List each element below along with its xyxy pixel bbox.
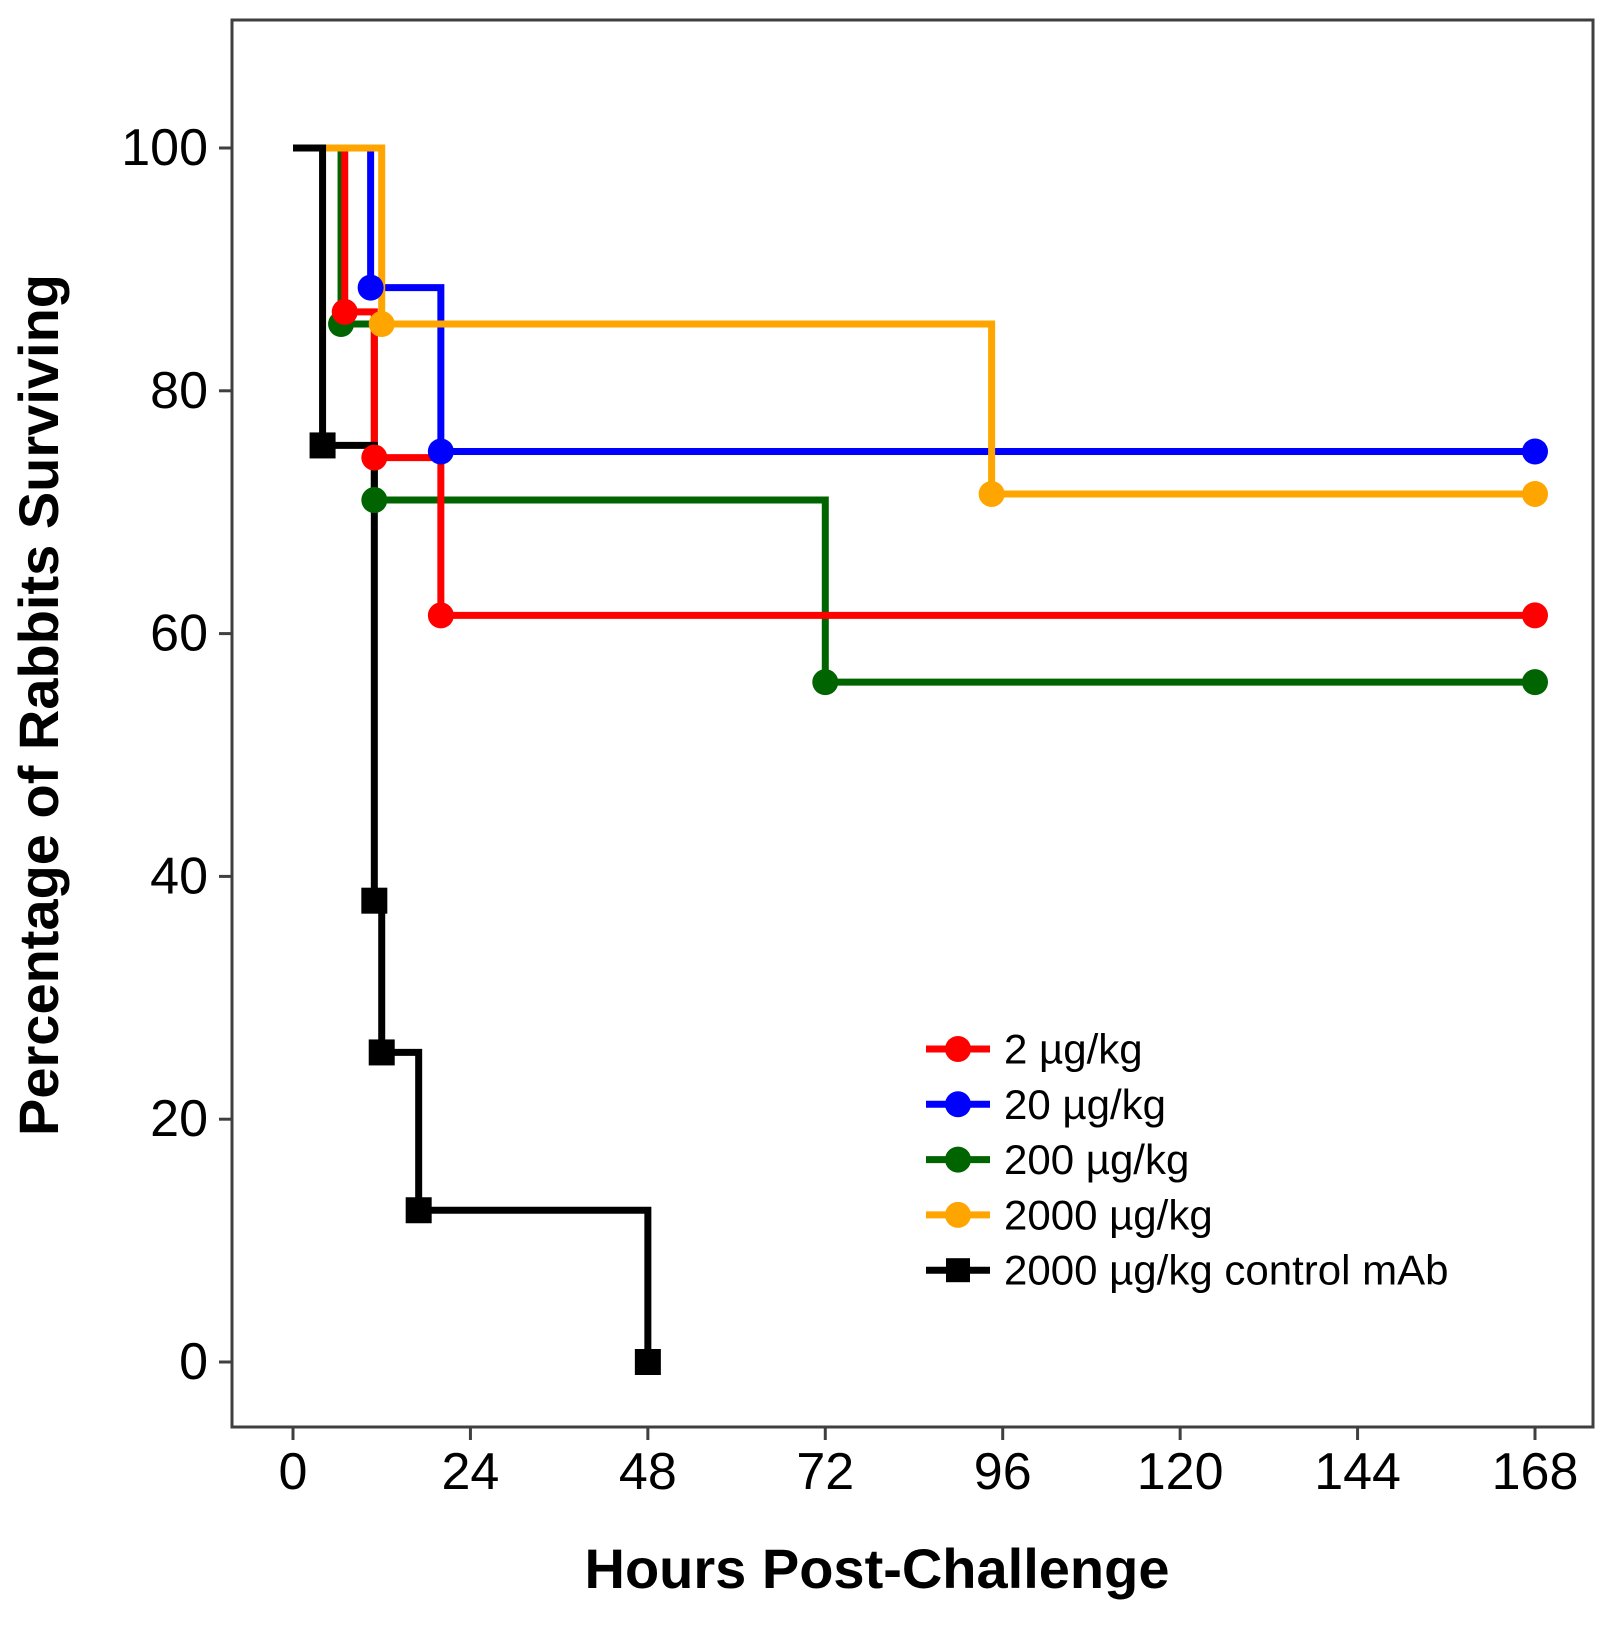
series-markers bbox=[309, 274, 1548, 1375]
legend-item: 2000 µg/kg bbox=[926, 1191, 1213, 1238]
y-tick-label: 80 bbox=[150, 362, 208, 420]
series-line-1 bbox=[293, 144, 1535, 455]
marker-circle-series-2 bbox=[1522, 669, 1548, 696]
marker-square-series-4 bbox=[405, 1197, 432, 1224]
legend-item: 20 µg/kg bbox=[926, 1081, 1166, 1128]
x-tick-label: 72 bbox=[796, 1443, 854, 1501]
legend-item: 200 µg/kg bbox=[926, 1136, 1189, 1183]
y-tick-label: 40 bbox=[150, 847, 208, 905]
marker-circle-series-3 bbox=[1522, 480, 1548, 507]
x-axis-title: Hours Post-Challenge bbox=[585, 1537, 1170, 1600]
legend-item: 2000 µg/kg control mAb bbox=[926, 1247, 1448, 1294]
marker-square-series-4 bbox=[368, 1039, 395, 1066]
series-line-0 bbox=[293, 144, 1535, 619]
marker-square-series-4 bbox=[634, 1349, 661, 1375]
x-tick-label: 120 bbox=[1137, 1443, 1224, 1501]
y-axis-title: Percentage of Rabbits Surviving bbox=[7, 274, 70, 1136]
legend: 2 µg/kg 20 µg/kg 200 µg/kg 2000 µg/kg 2000 µ… bbox=[926, 1026, 1448, 1294]
marker-circle-series-0 bbox=[361, 444, 388, 471]
marker-circle-series-1 bbox=[427, 438, 454, 465]
legend-label: 2000 µg/kg bbox=[1004, 1191, 1213, 1238]
legend-square-marker-icon bbox=[946, 1258, 970, 1283]
x-axis-ticks: 0 24 48 72 96 120 144 168 bbox=[279, 1427, 1579, 1501]
marker-circle-series-0 bbox=[331, 298, 358, 325]
legend-circle-marker-icon bbox=[945, 1036, 971, 1062]
marker-circle-series-2 bbox=[812, 669, 839, 696]
legend-label: 2000 µg/kg control mAb bbox=[1004, 1247, 1448, 1294]
x-tick-label: 48 bbox=[619, 1443, 677, 1501]
series-line-3 bbox=[293, 144, 1535, 498]
x-tick-label: 0 bbox=[279, 1443, 308, 1501]
marker-square-series-4 bbox=[361, 887, 388, 914]
series-lines bbox=[293, 144, 1535, 1362]
x-tick-label: 144 bbox=[1314, 1443, 1401, 1501]
marker-circle-series-0 bbox=[427, 602, 454, 629]
legend-label: 200 µg/kg bbox=[1004, 1136, 1189, 1183]
y-tick-label: 0 bbox=[179, 1333, 208, 1391]
marker-circle-series-2 bbox=[361, 487, 388, 514]
y-tick-label: 60 bbox=[150, 605, 208, 663]
legend-circle-marker-icon bbox=[945, 1091, 971, 1118]
x-tick-label: 96 bbox=[974, 1443, 1032, 1501]
series-line-2 bbox=[293, 144, 1535, 686]
y-axis-ticks: 0 20 40 60 80 100 bbox=[121, 119, 232, 1391]
x-tick-label: 168 bbox=[1492, 1443, 1579, 1501]
y-tick-label: 20 bbox=[150, 1090, 208, 1148]
plot-frame bbox=[230, 18, 1595, 1429]
legend-circle-marker-icon bbox=[945, 1146, 971, 1173]
legend-label: 2 µg/kg bbox=[1004, 1026, 1143, 1073]
x-tick-label: 24 bbox=[442, 1443, 500, 1501]
legend-item: 2 µg/kg bbox=[926, 1026, 1143, 1073]
marker-circle-series-0 bbox=[1522, 602, 1548, 629]
marker-circle-series-1 bbox=[357, 274, 384, 301]
marker-circle-series-3 bbox=[978, 480, 1005, 507]
marker-circle-series-3 bbox=[368, 311, 395, 338]
legend-label: 20 µg/kg bbox=[1004, 1081, 1166, 1128]
legend-circle-marker-icon bbox=[945, 1201, 971, 1228]
marker-square-series-4 bbox=[309, 432, 336, 459]
marker-circle-series-1 bbox=[1522, 438, 1548, 465]
y-tick-label: 100 bbox=[121, 119, 208, 177]
